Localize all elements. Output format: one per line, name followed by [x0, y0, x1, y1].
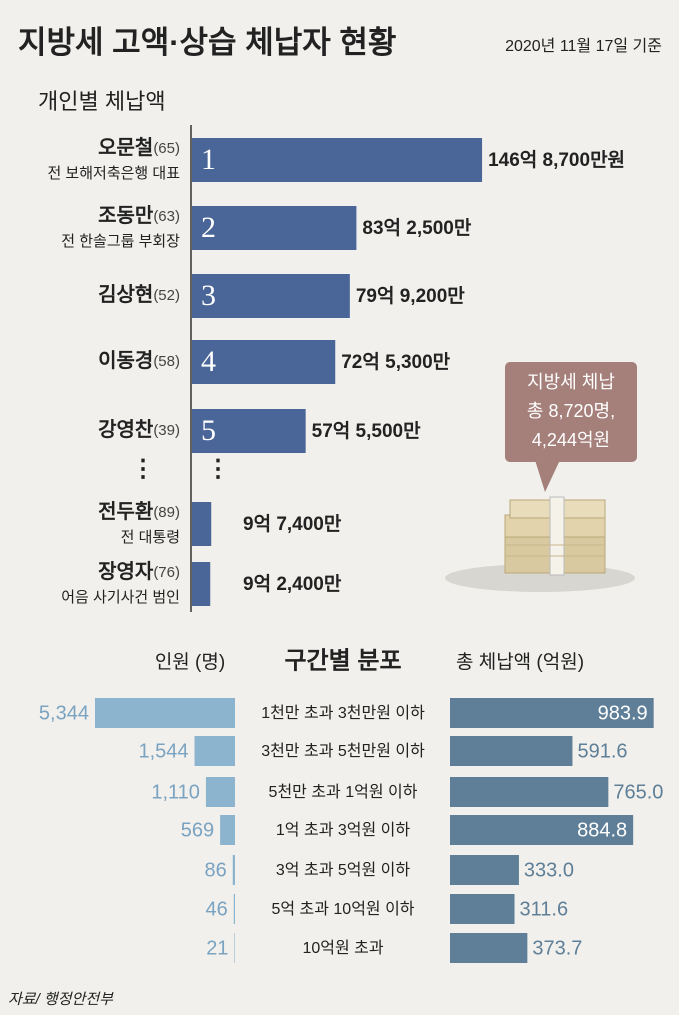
value-label-right: 311.6: [520, 898, 569, 920]
value-label: 146억 8,700만원: [488, 149, 625, 171]
legend-right: 총 체납액 (억원): [456, 651, 584, 673]
bar-left: [232, 855, 235, 885]
bar: [192, 340, 336, 384]
callout-text: 총 8,720명,: [527, 401, 615, 421]
category-label: 1억 초과 3억원 이하: [276, 821, 410, 839]
person-label: 오문철(65): [98, 136, 180, 159]
bar-right: [450, 777, 609, 807]
person-label: 조동만(63): [98, 204, 180, 227]
callout: [505, 362, 637, 492]
person-label: 이동경(58): [98, 349, 180, 372]
bar-left: [194, 736, 235, 766]
person-desc: 전 보해저축은행 대표: [47, 165, 180, 182]
bar-right: [450, 855, 519, 885]
person-name: 강영찬: [98, 418, 154, 441]
value-label-left: 46: [206, 898, 228, 920]
person-age: (65): [153, 140, 180, 157]
value-label: 72억 5,300만: [341, 351, 450, 373]
value-label-left: 569: [181, 819, 214, 841]
bar-right: [450, 736, 573, 766]
money-icon: [445, 496, 635, 592]
bar: [192, 502, 212, 546]
bar-left: [234, 933, 235, 963]
rank: 1: [201, 143, 216, 176]
value-label: 79억 9,200만: [356, 285, 465, 307]
person-desc: 어음 사기사건 범인: [61, 589, 180, 606]
rank: 3: [201, 279, 216, 312]
section-title: 개인별 체납액: [38, 89, 166, 114]
person-name: 조동만: [98, 204, 154, 227]
legend-left: 인원 (명): [155, 651, 225, 673]
callout-text: 지방세 체납: [527, 372, 615, 392]
value-label-left: 21: [206, 937, 228, 959]
bar: [192, 409, 306, 453]
value-label: 9억 2,400만: [243, 573, 342, 595]
rank: 5: [201, 414, 216, 447]
bar-right: [450, 815, 634, 845]
value-label-right: 591.6: [577, 740, 627, 762]
person-age: (39): [153, 422, 180, 439]
person-age: (89): [153, 504, 180, 521]
bar-left: [220, 815, 235, 845]
person-desc: 전 한솔그룹 부회장: [61, 233, 180, 250]
value-label-right: 884.8: [577, 819, 627, 841]
bar-left: [205, 777, 235, 807]
rank: 2: [201, 211, 216, 244]
bar-left: [94, 698, 235, 728]
bar-right: [450, 698, 654, 728]
bar: [192, 138, 483, 182]
person-label: 강영찬(39): [98, 418, 180, 441]
category-label: 3억 초과 5억원 이하: [276, 861, 410, 879]
date-note: 2020년 11월 17일 기준: [505, 37, 662, 55]
person-age: (76): [153, 564, 180, 581]
person-name: 이동경: [98, 349, 153, 372]
value-label-left: 5,344: [39, 702, 89, 724]
person-name: 장영자: [98, 560, 154, 583]
value-label: 83억 2,500만: [362, 217, 471, 239]
bar-right: [450, 894, 515, 924]
value-label-right: 765.0: [613, 781, 663, 803]
person-age: (63): [153, 208, 180, 225]
person-name: 김상현: [98, 283, 153, 306]
value-label: 57억 5,500만: [312, 420, 421, 442]
person-name: 전두환: [98, 500, 154, 523]
callout-box: [505, 362, 637, 462]
person-name: 오문철: [98, 136, 153, 159]
category-label: 10억원 초과: [302, 939, 383, 957]
person-desc: 전 대통령: [121, 529, 180, 546]
value-label-left: 1,110: [151, 781, 200, 803]
category-label: 1천만 초과 3천만원 이하: [261, 704, 425, 722]
bar-right: [450, 933, 528, 963]
callout-pointer: [535, 460, 560, 492]
value-label-left: 1,544: [138, 740, 188, 762]
value-label-left: 86: [204, 859, 226, 881]
bar-left: [233, 894, 235, 924]
section-title: 구간별 분포: [284, 647, 401, 674]
bar: [192, 206, 357, 250]
source: 자료/ 행정안전부: [8, 991, 114, 1008]
value-label-right: 333.0: [524, 859, 574, 881]
category-label: 5천만 초과 1억원 이하: [269, 783, 418, 801]
rank: 4: [201, 345, 216, 378]
person-label: 장영자(76): [98, 560, 180, 583]
ellipsis: ⋮: [206, 455, 230, 482]
callout-text: 4,244억원: [532, 430, 610, 450]
category-label: 5억 초과 10억원 이하: [271, 900, 414, 918]
value-label-right: 373.7: [532, 937, 582, 959]
bar: [192, 562, 211, 606]
person-label: 전두환(89): [98, 500, 180, 523]
value-label-right: 983.9: [598, 702, 648, 724]
person-label: 김상현(52): [98, 283, 180, 306]
person-age: (58): [153, 353, 180, 370]
ellipsis: ⋮: [131, 455, 155, 482]
title: 지방세 고액·상습 체납자 현황: [18, 25, 396, 60]
person-age: (52): [153, 287, 180, 304]
value-label: 9억 7,400만: [243, 513, 342, 535]
category-label: 3천만 초과 5천만원 이하: [261, 742, 425, 760]
bar: [192, 274, 350, 318]
